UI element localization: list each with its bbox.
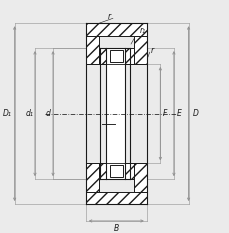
- Text: D: D: [192, 109, 197, 118]
- Text: r: r: [107, 12, 111, 21]
- Bar: [100, 163, 129, 179]
- Bar: [98, 163, 133, 179]
- Text: r: r: [150, 46, 153, 55]
- Bar: [85, 192, 146, 204]
- Text: D₁: D₁: [3, 109, 12, 118]
- Bar: [98, 48, 133, 64]
- Bar: [100, 48, 129, 64]
- Bar: [110, 165, 122, 178]
- Bar: [133, 163, 146, 192]
- Text: B: B: [113, 224, 118, 233]
- Text: d: d: [45, 109, 50, 118]
- Text: d₁: d₁: [25, 109, 33, 118]
- Text: F: F: [162, 109, 167, 118]
- Bar: [105, 48, 124, 179]
- Bar: [85, 163, 98, 192]
- Bar: [110, 50, 122, 62]
- Bar: [85, 36, 98, 64]
- Bar: [85, 23, 146, 36]
- Text: r₁: r₁: [139, 26, 145, 34]
- Text: E: E: [176, 109, 180, 118]
- Bar: [133, 36, 146, 64]
- Text: B₃: B₃: [114, 108, 122, 117]
